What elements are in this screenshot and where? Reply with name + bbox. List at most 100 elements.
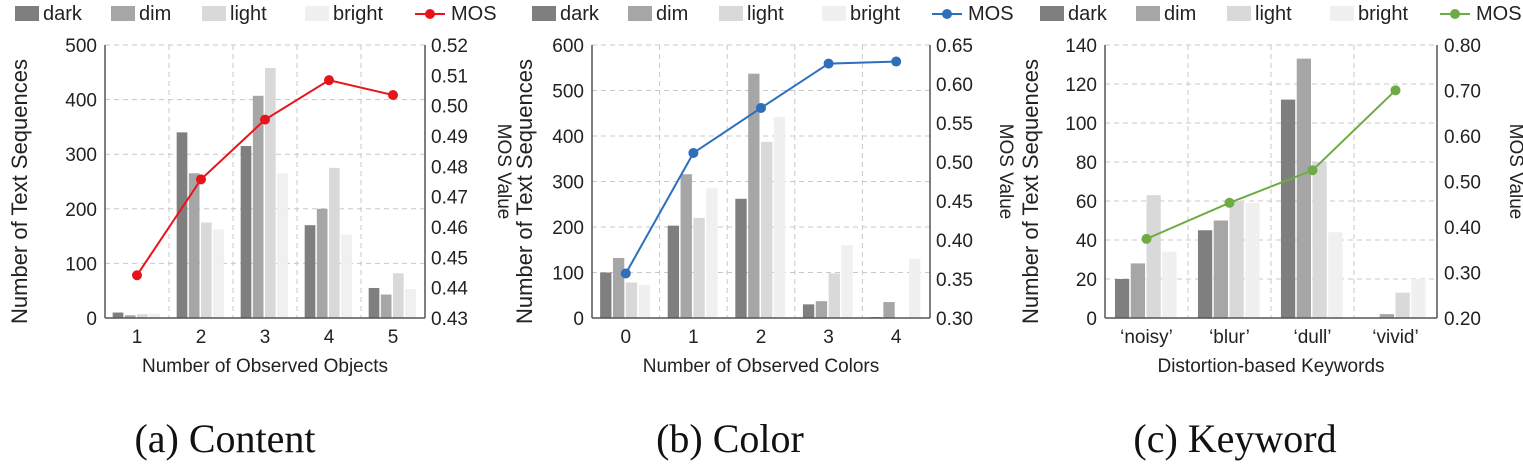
y-tick-label: 140	[1065, 36, 1097, 57]
mos-point	[756, 102, 766, 113]
bar-light	[1146, 195, 1161, 318]
bar-light	[201, 222, 212, 318]
legend-swatch-light	[202, 6, 226, 21]
y-tick-label: 600	[552, 36, 584, 57]
bar-dark	[1114, 279, 1130, 318]
bar-dim	[1296, 58, 1311, 319]
mos-point	[196, 174, 206, 185]
x-tick-label: 1	[132, 327, 143, 348]
y2-tick-label: 0.45	[936, 192, 973, 213]
y2-tick-label: 0.52	[431, 36, 468, 57]
legend-swatch-dark	[15, 6, 39, 21]
legend-label-bright: bright	[850, 3, 900, 25]
legend-marker-mos	[1450, 9, 1460, 19]
y2-tick-label: 0.45	[431, 248, 468, 269]
y2-tick-label: 0.49	[431, 127, 468, 148]
bar-bright	[405, 289, 416, 318]
y2-tick-label: 0.35	[936, 270, 973, 291]
legend-label-light: light	[230, 3, 267, 25]
y-tick-label: 500	[552, 82, 584, 103]
bar-dark	[240, 146, 252, 318]
bar-light	[137, 314, 148, 318]
y-tick-label: 300	[552, 173, 584, 194]
bar-light	[393, 273, 404, 318]
mos-point	[1307, 165, 1318, 176]
x-axis-label: Distortion-based Keywords	[1157, 356, 1384, 377]
bar-dark	[176, 132, 188, 318]
legend-label-dark: dark	[1068, 3, 1108, 25]
y2-tick-label: 0.80	[1444, 36, 1481, 57]
legend-label-bright: bright	[333, 3, 383, 25]
legend-swatch-dim	[1136, 6, 1160, 21]
y-tick-label: 20	[1076, 270, 1097, 291]
y2-tick-label: 0.46	[431, 218, 468, 239]
legend-label-mos: MOS	[451, 3, 497, 25]
legend-label-dim: dim	[139, 3, 171, 25]
bar-bright	[638, 284, 650, 318]
legend-swatch-bright	[822, 6, 846, 21]
y2-tick-label: 0.60	[1444, 127, 1481, 148]
mos-point	[1390, 85, 1401, 96]
y-tick-label: 40	[1076, 231, 1097, 252]
legend-label-mos: MOS	[968, 3, 1014, 25]
bar-dim	[1130, 263, 1145, 318]
y2-tick-label: 0.50	[1444, 173, 1481, 194]
y2-axis-label: MOS Value	[493, 124, 514, 220]
x-tick-label: 3	[260, 327, 271, 348]
legend-label-dark: dark	[43, 3, 83, 25]
x-tick-label: 0	[621, 327, 632, 348]
y2-tick-label: 0.40	[936, 231, 973, 252]
mos-point	[132, 270, 142, 281]
bar-dark	[802, 304, 815, 318]
panel-caption: (a) Content	[134, 416, 315, 461]
y2-tick-label: 0.40	[1444, 218, 1481, 239]
panel-caption: (b) Color	[656, 416, 804, 461]
x-tick-label: 2	[196, 327, 207, 348]
y-tick-label: 100	[1065, 114, 1097, 135]
bar-light	[828, 273, 840, 318]
bar-bright	[1411, 279, 1426, 318]
x-tick-label: ‘noisy’	[1120, 327, 1173, 348]
x-axis-label: Number of Observed Colors	[643, 356, 880, 377]
legend: dark dim light bright MOS	[1040, 3, 1522, 25]
bar-bright	[1162, 251, 1177, 318]
bar-bright	[841, 245, 853, 318]
x-tick-label: 3	[823, 327, 834, 348]
bar-dim	[883, 302, 895, 318]
legend-swatch-dim	[628, 6, 652, 21]
bar-dark	[304, 225, 316, 318]
bar-dark	[667, 225, 680, 318]
legend-swatch-bright	[305, 6, 329, 21]
bar-dim	[1213, 220, 1228, 318]
x-tick-label: 2	[756, 327, 767, 348]
bar-bright	[1245, 202, 1260, 318]
chart-panel-2: 0 100 200 300 400 500 600 0.30 0.35 0.40 0.45 0.50 0…	[512, 3, 1016, 461]
mos-point	[260, 114, 270, 125]
x-tick-label: 4	[324, 327, 335, 348]
mos-point	[620, 268, 631, 279]
y-tick-label: 300	[65, 145, 97, 166]
bar-dim	[124, 315, 136, 318]
bar-bright	[341, 234, 352, 318]
y2-tick-label: 0.48	[431, 157, 468, 178]
y-tick-label: 0	[86, 309, 97, 330]
bar-dim	[252, 95, 264, 318]
x-tick-label: 5	[388, 327, 399, 348]
x-tick-label: ‘blur’	[1209, 327, 1250, 348]
bar-dim	[748, 73, 760, 318]
bar-dim	[316, 208, 328, 318]
legend-label-dim: dim	[656, 3, 688, 25]
x-tick-label: 4	[891, 327, 902, 348]
y-tick-label: 200	[65, 200, 97, 221]
y-tick-label: 400	[65, 91, 97, 112]
y-tick-label: 0	[1086, 309, 1097, 330]
bar-dark	[1280, 99, 1296, 318]
bar-bright	[149, 313, 160, 318]
bar-dark	[112, 312, 124, 318]
bar-dim	[612, 257, 625, 318]
legend-swatch-bright	[1330, 6, 1354, 21]
y2-tick-label: 0.50	[431, 97, 468, 118]
bar-dark	[735, 198, 747, 318]
mos-point	[823, 58, 834, 69]
y2-tick-label: 0.65	[936, 36, 973, 57]
